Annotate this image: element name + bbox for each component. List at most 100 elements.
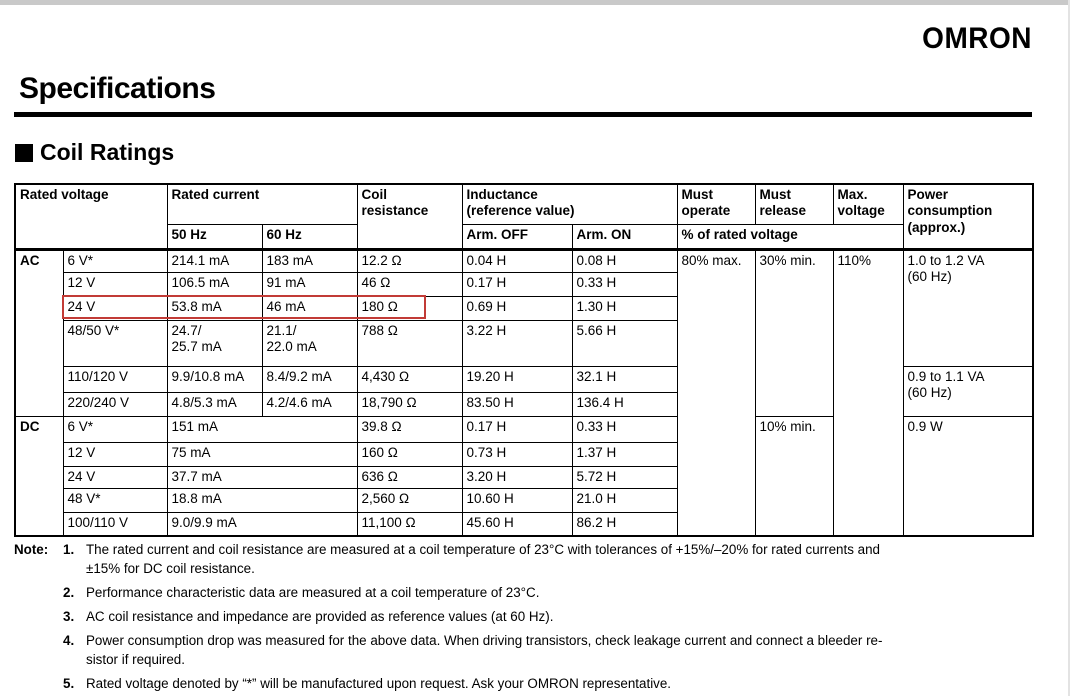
cell-current-60hz: 183 mA: [261, 248, 358, 273]
cell-current-60hz: 91 mA: [261, 271, 358, 297]
cell-current: 9.0/9.9 mA: [166, 511, 358, 537]
cell-rated-voltage: 12 V: [62, 271, 168, 297]
header-inductance: Inductance (reference value): [461, 183, 678, 225]
cell-inductance-off: 0.17 H: [461, 415, 573, 443]
note-item: 4. Power consumption drop was measured f…: [14, 631, 1060, 669]
cell-inductance-on: 32.1 H: [571, 365, 678, 393]
header-power-consumption: Power consumption (approx.): [902, 183, 1034, 251]
cell-inductance-on: 21.0 H: [571, 487, 678, 513]
note-label: Note:: [14, 542, 49, 557]
note-number: 4.: [63, 633, 75, 649]
header-must-operate: Must operate: [676, 183, 756, 225]
cell-rated-voltage: 48/50 V*: [62, 319, 168, 367]
cell-inductance-off: 45.60 H: [461, 511, 573, 537]
cell-inductance-off: 3.22 H: [461, 319, 573, 367]
cell-rated-voltage: 48 V*: [62, 487, 168, 513]
cell-must-release-dc: 10% min.: [754, 415, 834, 537]
cell-must-release-ac: 30% min.: [754, 248, 834, 417]
table-row: AC 6 V* 214.1 mA 183 mA 12.2 Ω 0.04 H 0.…: [14, 248, 1034, 537]
cell-max-voltage: 110%: [832, 248, 904, 537]
cell-current: 18.8 mA: [166, 487, 358, 513]
note-label-spacer: [14, 674, 63, 693]
cell-inductance-on: 136.4 H: [571, 391, 678, 417]
note-item: 5. Rated voltage denoted by “*” will be …: [14, 674, 1060, 693]
cell-coil-resistance: 11,100 Ω: [356, 511, 463, 537]
header-rated-current: Rated current: [166, 183, 358, 225]
note-number: 2.: [63, 585, 75, 601]
note-text: The rated current and coil resistance ar…: [86, 542, 880, 577]
cell-coil-resistance: 46 Ω: [356, 271, 463, 297]
cell-inductance-on: 0.33 H: [571, 271, 678, 297]
table-row-highlighted: 24 V 53.8 mA 46 mA 180 Ω 0.69 H 1.30 H: [15, 295, 1033, 321]
header-arm-on: Arm. ON: [571, 223, 678, 251]
cell-current-50hz: 24.7/ 25.7 mA: [166, 319, 263, 367]
cell-power-ac-high: 0.9 to 1.1 VA (60 Hz): [902, 365, 1034, 417]
cell-rated-voltage: 100/110 V: [62, 511, 168, 537]
omron-logo: OMRON: [922, 22, 1032, 55]
cell-inductance-off: 0.17 H: [461, 271, 573, 297]
cell-inductance-on: 1.37 H: [571, 441, 678, 467]
note-label-spacer: [14, 631, 63, 669]
header-coil-resistance: Coil resistance: [356, 183, 463, 251]
cell-current: 151 mA: [166, 415, 358, 443]
cell-rated-voltage: 12 V: [62, 441, 168, 467]
table-row: DC 6 V* 151 mA 39.8 Ω 0.17 H 0.33 H 10% …: [14, 415, 1034, 537]
cell-group-ac: AC: [14, 248, 64, 417]
title-rule: [14, 112, 1032, 117]
cell-coil-resistance: 4,430 Ω: [356, 365, 463, 393]
cell-coil-resistance: 39.8 Ω: [356, 415, 463, 443]
cell-rated-voltage: 24 V: [62, 465, 168, 489]
section-square-icon: [15, 143, 33, 162]
cell-inductance-on: 5.72 H: [571, 465, 678, 489]
cell-inductance-on: 86.2 H: [571, 511, 678, 537]
notes: Note: 1. The rated current and coil resi…: [14, 540, 1060, 698]
header-must-release: Must release: [754, 183, 834, 225]
section-title: Coil Ratings: [40, 139, 175, 165]
page-title: Specifications: [19, 72, 216, 105]
page-edge-strip: [0, 0, 1070, 5]
cell-power-ac-low: 1.0 to 1.2 VA (60 Hz): [902, 248, 1034, 367]
header-arm-off: Arm. OFF: [461, 223, 573, 251]
cell-current-60hz: 21.1/ 22.0 mA: [261, 319, 358, 367]
cell-inductance-on: 0.33 H: [571, 415, 678, 443]
cell-inductance-off: 0.69 H: [461, 295, 573, 321]
cell-inductance-on: 0.08 H: [571, 248, 678, 273]
cell-coil-resistance: 636 Ω: [356, 465, 463, 489]
cell-current-50hz: 106.5 mA: [166, 271, 263, 297]
note-number: 3.: [63, 609, 75, 625]
cell-inductance-off: 83.50 H: [461, 391, 573, 417]
header-row-2: 50 Hz 60 Hz Arm. OFF Arm. ON % of rated …: [15, 223, 1033, 251]
cell-inductance-on: 5.66 H: [571, 319, 678, 367]
cell-rated-voltage: 220/240 V: [62, 391, 168, 417]
header-rated-voltage: Rated voltage: [14, 183, 168, 251]
cell-coil-resistance: 18,790 Ω: [356, 391, 463, 417]
coil-ratings-table: Rated voltage Rated current Coil resista…: [14, 183, 1034, 537]
note-text: Power consumption drop was measured for …: [86, 633, 883, 668]
cell-current-50hz: 53.8 mA: [166, 295, 263, 321]
coil-ratings-grid: Rated voltage Rated current Coil resista…: [14, 183, 1034, 537]
cell-current-60hz: 46 mA: [261, 295, 358, 321]
header-60hz: 60 Hz: [261, 223, 358, 251]
cell-current-50hz: 4.8/5.3 mA: [166, 391, 263, 417]
note-label-spacer: [14, 607, 63, 626]
cell-inductance-off: 19.20 H: [461, 365, 573, 393]
cell-rated-voltage: 6 V*: [62, 248, 168, 273]
note-text: Performance characteristic data are meas…: [86, 585, 540, 601]
page-edge-right: [1068, 0, 1070, 696]
cell-rated-voltage: 24 V: [62, 295, 168, 321]
table-row: 110/120 V 9.9/10.8 mA 8.4/9.2 mA 4,430 Ω…: [15, 365, 1034, 417]
cell-current: 37.7 mA: [166, 465, 358, 489]
table-row: 100/110 V 9.0/9.9 mA 11,100 Ω 45.60 H 86…: [15, 511, 1033, 537]
table-row: 24 V 37.7 mA 636 Ω 3.20 H 5.72 H: [15, 465, 1033, 489]
cell-coil-resistance: 12.2 Ω: [356, 248, 463, 273]
section-heading: Coil Ratings: [15, 139, 174, 166]
header-50hz: 50 Hz: [166, 223, 263, 251]
cell-current-50hz: 214.1 mA: [166, 248, 263, 273]
cell-inductance-on: 1.30 H: [571, 295, 678, 321]
cell-current: 75 mA: [166, 441, 358, 467]
table-row: 12 V 106.5 mA 91 mA 46 Ω 0.17 H 0.33 H: [15, 271, 1033, 297]
cell-coil-resistance: 160 Ω: [356, 441, 463, 467]
cell-inductance-off: 0.73 H: [461, 441, 573, 467]
header-row-1: Rated voltage Rated current Coil resista…: [14, 183, 1034, 251]
cell-inductance-off: 3.20 H: [461, 465, 573, 489]
